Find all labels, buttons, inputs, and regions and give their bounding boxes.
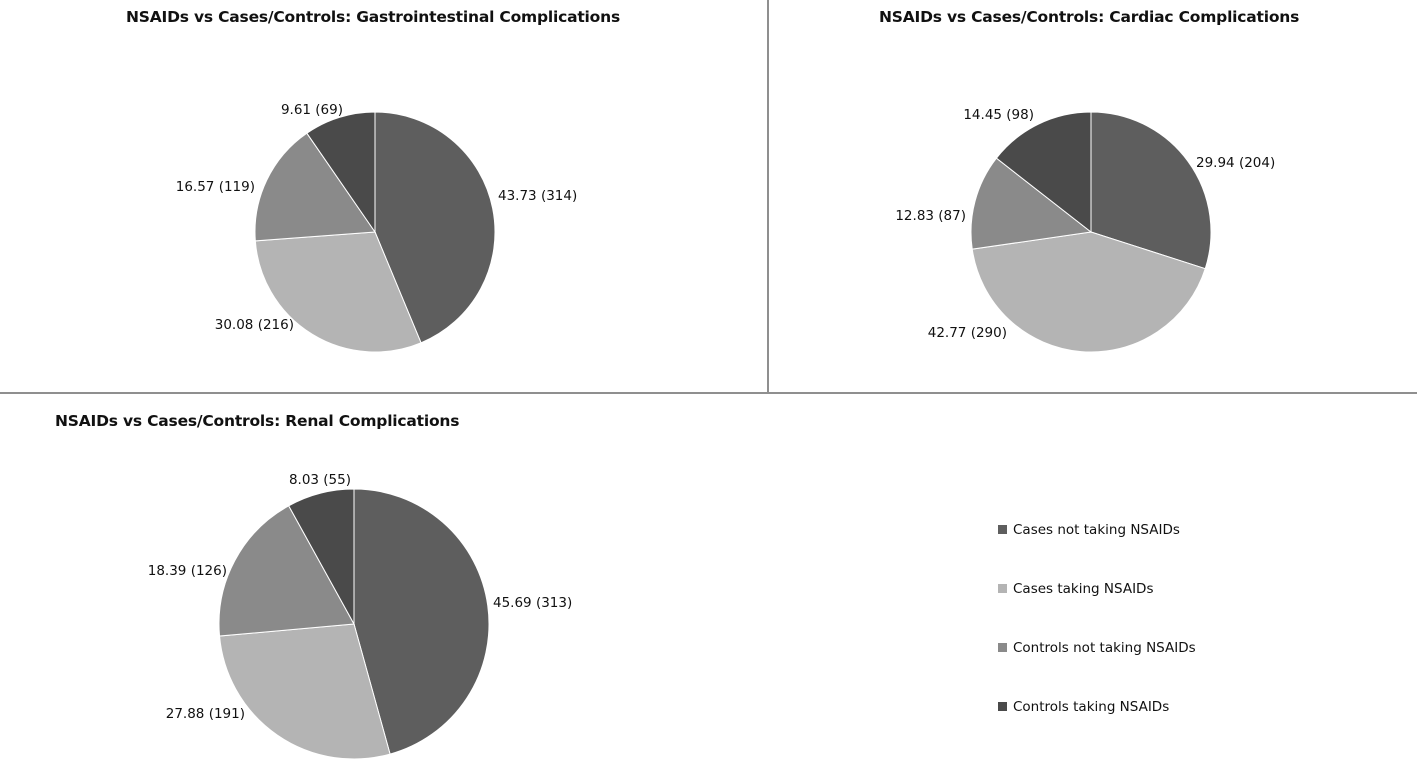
slice-data-label: 29.94 (204)	[1196, 155, 1275, 171]
slice-data-label: 18.39 (126)	[148, 563, 227, 579]
pie-slice	[995, 111, 1092, 234]
pie-slice	[218, 623, 391, 760]
horizontal-divider	[0, 392, 1417, 394]
legend-item: Cases not taking NSAIDs	[998, 500, 1196, 559]
slice-data-label: 16.57 (119)	[176, 179, 255, 195]
slice-data-label: 45.69 (313)	[493, 595, 572, 611]
legend-item: Controls taking NSAIDs	[998, 677, 1196, 736]
slice-data-label: 8.03 (55)	[289, 472, 351, 488]
chart-title-gastrointestinal: NSAIDs vs Cases/Controls: Gastrointestin…	[126, 8, 620, 26]
slice-data-label: 30.08 (216)	[215, 317, 294, 333]
pie-slice	[218, 505, 355, 637]
slice-data-label: 42.77 (290)	[928, 325, 1007, 341]
chart-title-cardiac: NSAIDs vs Cases/Controls: Cardiac Compli…	[879, 8, 1300, 26]
pie-slice	[970, 157, 1093, 250]
legend-swatch	[998, 525, 1007, 534]
pie-slice	[971, 231, 1206, 353]
legend-swatch	[998, 584, 1007, 593]
legend-label: Cases taking NSAIDs	[1013, 580, 1154, 597]
legend-swatch	[998, 643, 1007, 652]
slice-data-label: 9.61 (69)	[281, 102, 343, 118]
legend: Cases not taking NSAIDs Cases taking NSA…	[998, 500, 1196, 736]
legend-item: Cases taking NSAIDs	[998, 559, 1196, 618]
legend-item: Controls not taking NSAIDs	[998, 618, 1196, 677]
slice-data-label: 27.88 (191)	[166, 706, 245, 722]
pie-slice	[374, 111, 496, 344]
slice-data-label: 14.45 (98)	[963, 107, 1034, 123]
pie-slice	[254, 231, 422, 353]
pie-slice	[254, 132, 376, 242]
pie-slice	[353, 488, 490, 755]
legend-swatch	[998, 702, 1007, 711]
pie-slice	[288, 488, 355, 625]
pie-slice	[306, 111, 376, 234]
slice-data-label: 43.73 (314)	[498, 188, 577, 204]
legend-label: Cases not taking NSAIDs	[1013, 521, 1180, 538]
vertical-divider	[767, 0, 769, 393]
legend-label: Controls taking NSAIDs	[1013, 698, 1170, 715]
slice-data-label: 12.83 (87)	[895, 208, 966, 224]
legend-label: Controls not taking NSAIDs	[1013, 639, 1196, 656]
chart-title-renal: NSAIDs vs Cases/Controls: Renal Complica…	[55, 412, 460, 430]
pie-slice	[1090, 111, 1212, 270]
